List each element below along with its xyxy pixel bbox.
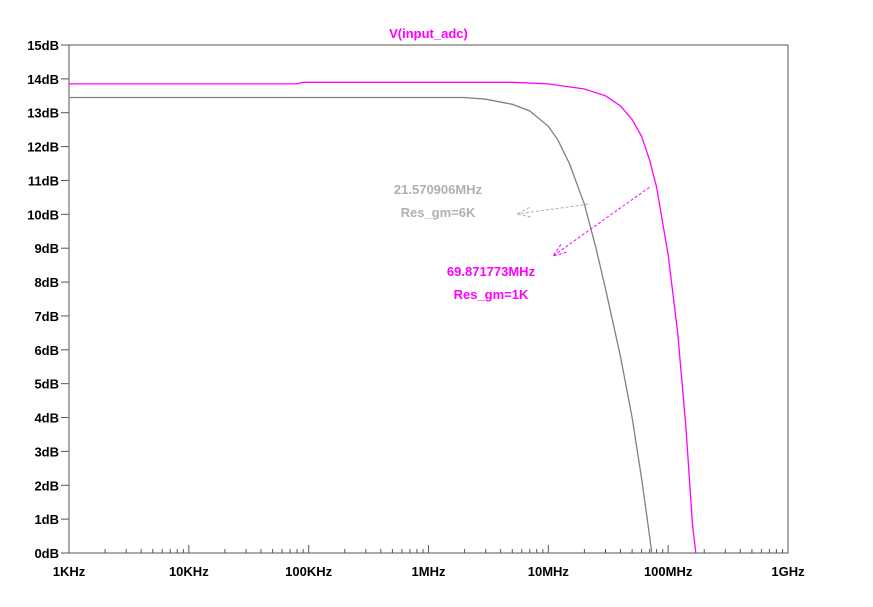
series-layer: [69, 81, 697, 554]
y-tick-label: 8dB: [34, 275, 59, 290]
y-tick-label: 9dB: [34, 241, 59, 256]
annotation-label: Res_gm=1K: [454, 287, 529, 302]
y-tick-label: 5dB: [34, 377, 59, 392]
y-tick-label: 3dB: [34, 444, 59, 459]
y-tick-label: 4dB: [34, 411, 59, 426]
y-tick-label: 13dB: [27, 106, 59, 121]
annotation-label: 21.570906MHz: [394, 182, 483, 197]
y-tick-label: 1dB: [34, 512, 59, 527]
series-line: [69, 96, 653, 554]
annotation-arrow: [516, 203, 589, 215]
chart-title: V(input_adc): [389, 26, 468, 41]
annotation-layer: 21.570906MHz Res_gm=6K 69.871773MHz Res_gm=…: [394, 182, 650, 302]
x-tick-label: 1KHz: [53, 564, 86, 579]
y-tick-label: 11dB: [28, 173, 59, 188]
y-tick-label: 12dB: [27, 140, 59, 155]
annotation-arrow: [552, 186, 650, 257]
y-tick-label: 7dB: [34, 309, 59, 324]
x-tick-label: 100MHz: [644, 564, 693, 579]
annotation-label: Res_gm=6K: [401, 205, 476, 220]
y-tick-label: 15dB: [27, 38, 59, 53]
plot-axes: 1KHz 10KHz 100KHz 1MHz 10MHz 100MHz 1GHz 0dB 1dB…: [27, 38, 805, 579]
series-line: [69, 81, 697, 554]
y-tick-label: 10dB: [27, 207, 59, 222]
x-tick-label: 1GHz: [771, 564, 805, 579]
y-tick-label: 2dB: [34, 478, 59, 493]
annotation-label: 69.871773MHz: [447, 264, 536, 279]
x-tick-label: 100KHz: [285, 564, 332, 579]
x-tick-label: 1MHz: [412, 564, 446, 579]
y-tick-label: 14dB: [27, 72, 59, 87]
y-tick-label: 0dB: [34, 546, 59, 561]
x-tick-label: 10KHz: [169, 564, 209, 579]
y-tick-label: 6dB: [34, 343, 59, 358]
plot-frame: [68, 44, 789, 554]
x-tick-label: 10MHz: [528, 564, 570, 579]
